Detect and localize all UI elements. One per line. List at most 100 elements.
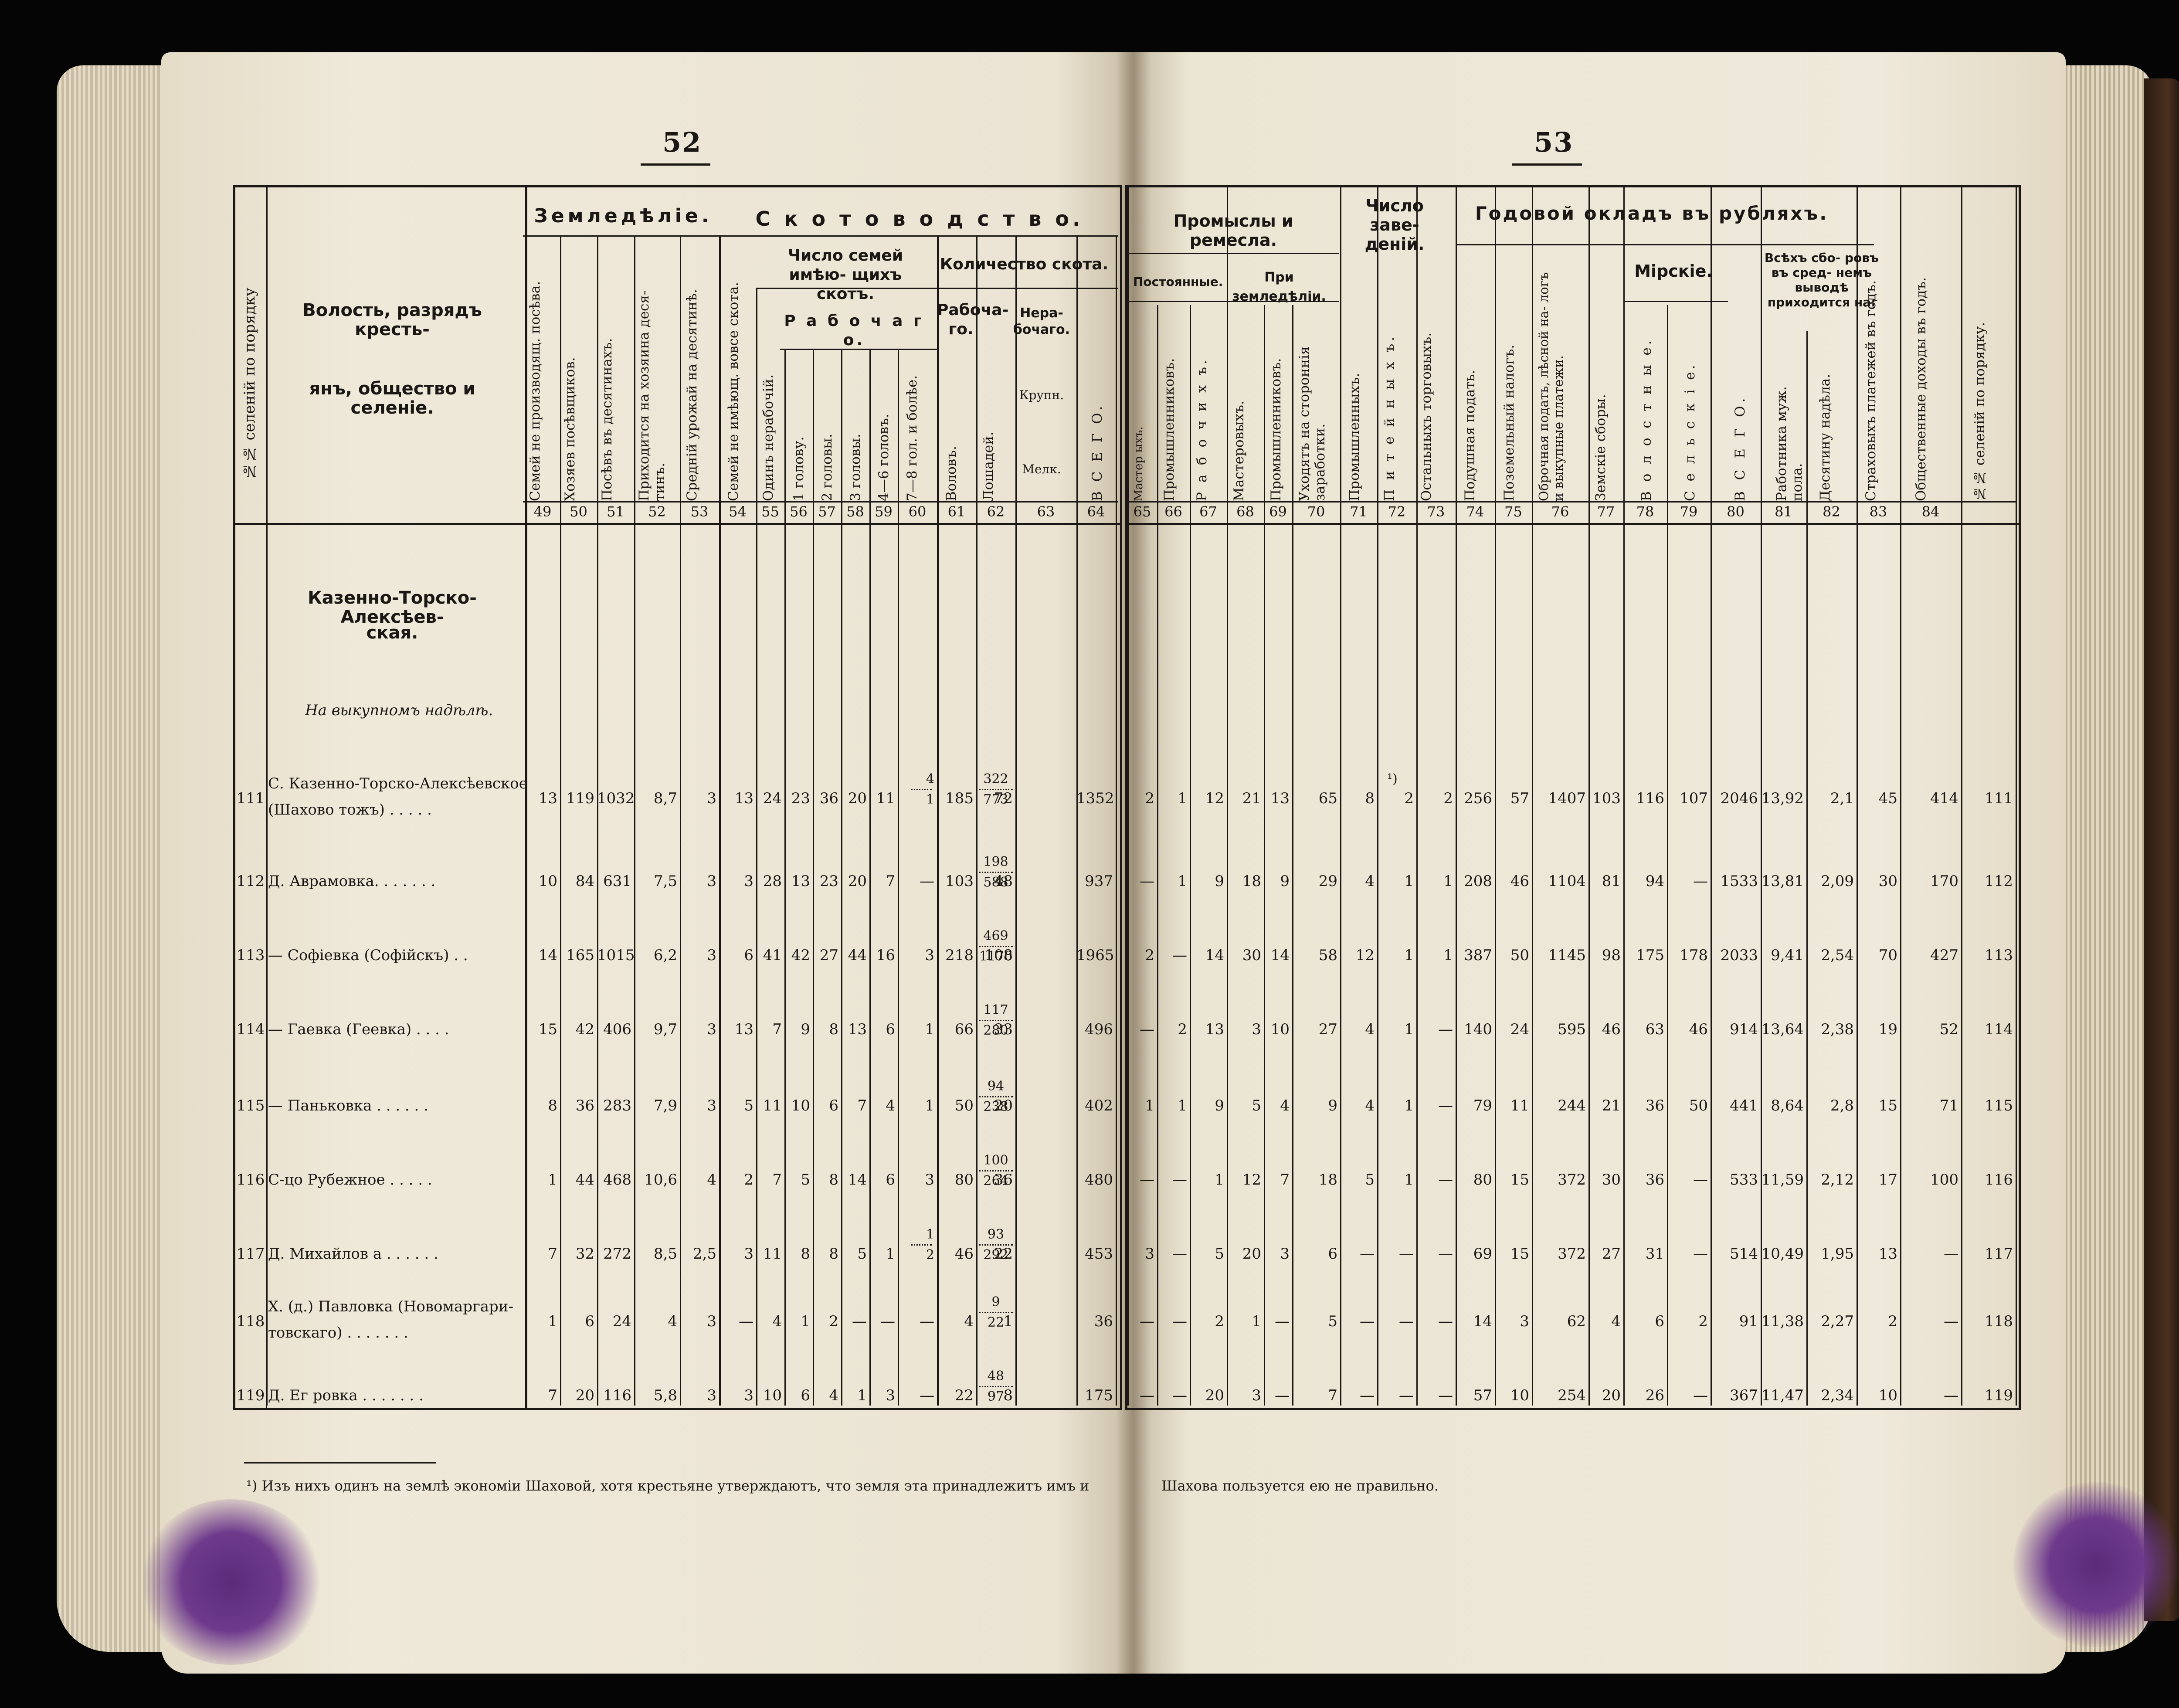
column-number: 52 xyxy=(648,503,666,520)
column-number: 71 xyxy=(1350,503,1368,520)
table-cell: 91 xyxy=(1739,1313,1758,1330)
table-cell: 41 xyxy=(763,947,782,964)
column-number: 67 xyxy=(1199,503,1217,520)
table-cell: 10 xyxy=(538,873,557,890)
table-cell: 36 xyxy=(994,1171,1013,1188)
settlement-name: Д. Ег ровка . . . . . . . xyxy=(268,1387,424,1404)
table-cell: 11 xyxy=(876,790,895,807)
page-number-right: 53 xyxy=(1534,126,1574,158)
livestock-fraction: 48 97 xyxy=(976,1368,1015,1406)
table-cell: 11 xyxy=(1510,1097,1529,1114)
column-divider xyxy=(634,235,635,1406)
fraction-top: 117 xyxy=(983,1002,1008,1018)
col-header-55: Одинъ нерабочій. xyxy=(760,374,776,501)
table-cell: 113 xyxy=(1985,947,2013,964)
col-header-75: Поземельный налогъ. xyxy=(1501,344,1517,501)
table-cell: 9 xyxy=(1280,873,1290,890)
column-divider xyxy=(1495,185,1496,1406)
table-cell: 10 xyxy=(1270,1021,1290,1038)
table-cell: 414 xyxy=(1930,790,1958,807)
table-cell: 9 xyxy=(1215,873,1224,890)
column-number: 80 xyxy=(1727,503,1745,520)
column-divider xyxy=(1761,185,1762,1406)
table-cell: 13,64 xyxy=(1761,1021,1804,1038)
column-number: 72 xyxy=(1388,503,1406,520)
table-cell: — xyxy=(1693,1171,1708,1188)
header-rule xyxy=(1127,301,1339,302)
header-families-with-cattle: Число семей имѣю- щихъ скотъ. xyxy=(787,247,903,303)
table-cell: 5 xyxy=(1215,1245,1224,1263)
table-cell: 22 xyxy=(954,1387,974,1404)
table-cell: — xyxy=(1693,1387,1708,1404)
table-cell: 2,8 xyxy=(1830,1097,1854,1114)
col-header-82: Десятину надѣла. xyxy=(1817,374,1833,501)
fraction-bottom: 97 xyxy=(987,1389,1005,1404)
column-number: 76 xyxy=(1551,503,1569,520)
table-cell: 20 xyxy=(848,873,867,890)
table-cell: 2 xyxy=(744,1171,753,1188)
table-cell: 3 xyxy=(707,1021,716,1038)
header-mirskie: Мірскіе. xyxy=(1634,261,1713,281)
table-cell: 46 xyxy=(1689,1021,1708,1038)
fraction-bottom: 588 xyxy=(983,875,1008,890)
table-cell: 1 xyxy=(548,1313,557,1330)
table-cell: 3 xyxy=(744,1245,753,1263)
table-cell: 2,54 xyxy=(1821,947,1854,964)
table-cell: 17 xyxy=(1878,1171,1897,1188)
header-region-line2: янъ, общество и селеніе. xyxy=(309,379,475,418)
table-cell: 1 xyxy=(1404,873,1414,890)
column-divider xyxy=(813,349,814,1406)
table-cell: 18 xyxy=(1242,873,1261,890)
table-cell: 26 xyxy=(1645,1387,1664,1404)
table-cell: 254 xyxy=(1558,1387,1586,1404)
table-cell: 4 xyxy=(707,1171,716,1188)
table-cell: 480 xyxy=(1085,1171,1113,1188)
table-cell: 937 xyxy=(1085,873,1113,890)
column-number: 54 xyxy=(729,503,747,520)
table-cell: 116 xyxy=(1985,1171,2013,1188)
table-cell: 13 xyxy=(1878,1245,1897,1263)
column-number: 79 xyxy=(1680,503,1698,520)
col-header-52: Приходится на хозяина деся- тинъ. xyxy=(636,290,668,501)
table-cell: 1 xyxy=(1404,947,1414,964)
header-rule-left xyxy=(641,163,710,166)
column-number: 56 xyxy=(790,503,808,520)
fraction-bottom: 264 xyxy=(983,1173,1008,1188)
header-region-line1: Волость, разрядъ кресть- xyxy=(302,300,482,340)
table-cell: — xyxy=(1693,1245,1708,1263)
table-cell: 58 xyxy=(1318,947,1337,964)
table-cell: — xyxy=(1438,1313,1453,1330)
table-cell: 13 xyxy=(734,1021,753,1038)
table-cell: 21 xyxy=(1602,1097,1621,1114)
table-cell: 1 xyxy=(1178,790,1187,807)
column-number: 81 xyxy=(1775,503,1792,520)
column-number: 84 xyxy=(1921,503,1940,520)
table-cell: 1407 xyxy=(1548,790,1586,807)
table-cell: 2 xyxy=(1215,1313,1224,1330)
fraction-bar xyxy=(911,1244,932,1246)
table-cell: 10 xyxy=(1878,1387,1897,1404)
table-cell: — xyxy=(1399,1387,1414,1404)
table-cell: 8 xyxy=(1003,1387,1013,1404)
column-divider xyxy=(784,349,786,1406)
table-cell: 19 xyxy=(1878,1021,1897,1038)
table-cell: — xyxy=(1172,1387,1187,1404)
volost-heading-line1: Казенно-Торско-Алексѣев- xyxy=(308,588,477,627)
table-cell: 50 xyxy=(1689,1097,1708,1114)
table-cell: 8 xyxy=(548,1097,557,1114)
column-divider xyxy=(1667,305,1668,1406)
table-cell: — xyxy=(1140,1171,1154,1188)
column-number: 59 xyxy=(875,503,893,520)
col-header-63a: Крупн. xyxy=(1019,388,1064,402)
column-divider xyxy=(1588,185,1590,1406)
table-cell: 24 xyxy=(763,790,782,807)
table-cell: 27 xyxy=(1602,1245,1621,1263)
column-divider xyxy=(266,185,268,1406)
table-cell: 14 xyxy=(1270,947,1290,964)
column-divider xyxy=(1711,185,1712,1406)
col-header-65: Мастер ыхъ. xyxy=(1132,426,1145,501)
livestock-fraction: 100 264 xyxy=(976,1152,1015,1190)
row-number: 117 xyxy=(236,1245,265,1263)
column-divider xyxy=(1456,185,1457,1406)
